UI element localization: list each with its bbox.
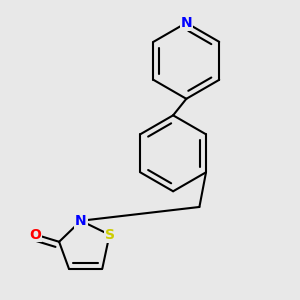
Text: N: N [181, 16, 192, 30]
Text: S: S [104, 228, 115, 242]
Text: N: N [75, 214, 87, 228]
Text: O: O [29, 227, 41, 242]
